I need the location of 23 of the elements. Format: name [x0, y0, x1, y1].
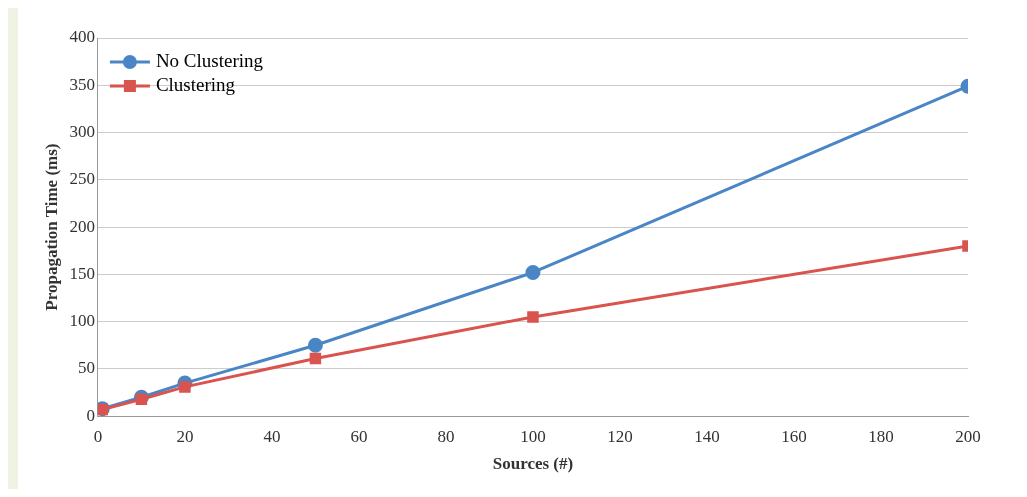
x-tick-label: 140	[694, 426, 720, 446]
x-tick-label: 20	[176, 426, 194, 446]
y-axis-title: Propagation Time (ms)	[41, 143, 61, 311]
y-tick-label: 0	[86, 405, 95, 425]
x-tick-label: 80	[437, 426, 455, 446]
y-tick-label: 100	[69, 311, 95, 331]
x-tick-label: 60	[350, 426, 368, 446]
y-tick-label: 50	[77, 358, 95, 378]
legend-label: Clustering	[155, 73, 236, 95]
x-tick-label: 200	[955, 426, 981, 446]
x-tick-label: 180	[868, 426, 894, 446]
y-tick-label: 300	[69, 122, 95, 142]
y-tick-label: 200	[69, 216, 95, 236]
x-tick-label: 160	[781, 426, 807, 446]
x-tick-label: 40	[263, 426, 281, 446]
x-axis-title: Sources (#)	[492, 454, 574, 474]
y-tick-label: 150	[69, 263, 95, 283]
legend-label: No Clustering	[155, 49, 264, 71]
y-tick-label: 250	[69, 169, 95, 189]
x-tick-label: 120	[607, 426, 633, 446]
y-tick-label: 400	[69, 27, 95, 47]
x-tick-label: 100	[520, 426, 546, 446]
y-tick-label: 350	[69, 74, 95, 94]
